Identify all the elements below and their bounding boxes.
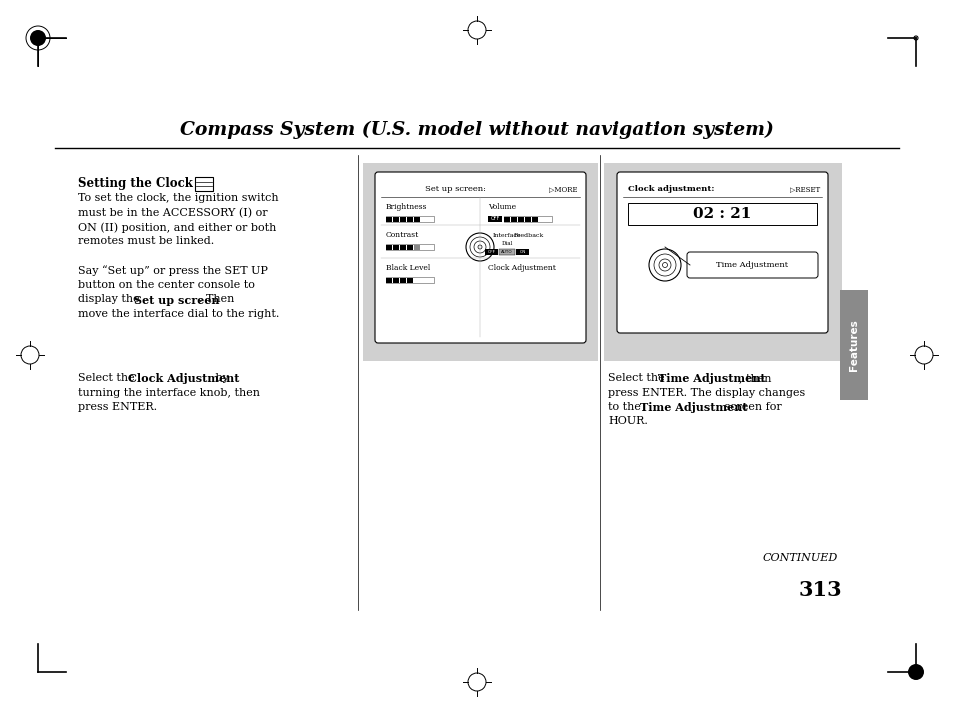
Text: 313: 313 <box>798 580 841 600</box>
Bar <box>414 244 419 249</box>
Bar <box>414 217 419 222</box>
Text: 02 : 21: 02 : 21 <box>692 207 750 221</box>
Circle shape <box>477 245 481 249</box>
Bar <box>393 217 398 222</box>
Circle shape <box>659 259 670 271</box>
FancyBboxPatch shape <box>686 252 817 278</box>
Bar <box>603 163 841 361</box>
Text: OFF: OFF <box>487 250 495 254</box>
Text: Time Adjustment: Time Adjustment <box>639 402 747 413</box>
Bar <box>627 203 816 225</box>
Bar <box>516 249 529 255</box>
Circle shape <box>648 249 680 281</box>
Bar <box>393 278 398 283</box>
Text: Compass System (U.S. model without navigation system): Compass System (U.S. model without navig… <box>180 121 773 139</box>
Text: Set up screen:: Set up screen: <box>425 185 486 193</box>
Bar <box>517 217 523 222</box>
Text: by: by <box>212 373 229 383</box>
Bar <box>503 216 552 222</box>
Text: Select the: Select the <box>607 373 667 383</box>
Bar <box>484 249 497 255</box>
Text: move the interface dial to the right.: move the interface dial to the right. <box>78 309 279 319</box>
Text: turning the interface knob, then: turning the interface knob, then <box>78 388 260 398</box>
Text: press ENTER.: press ENTER. <box>78 402 157 412</box>
Bar <box>386 277 434 283</box>
Circle shape <box>474 241 485 253</box>
Bar <box>488 216 501 222</box>
Bar <box>407 278 413 283</box>
Circle shape <box>30 30 46 46</box>
Text: OFF: OFF <box>490 217 499 222</box>
Bar <box>399 278 406 283</box>
Text: ON: ON <box>518 250 525 254</box>
Text: must be in the ACCESSORY (I) or: must be in the ACCESSORY (I) or <box>78 207 268 218</box>
Bar <box>386 244 392 249</box>
Bar <box>399 244 406 249</box>
Text: Time Adjustment: Time Adjustment <box>658 373 764 384</box>
Bar <box>386 244 434 250</box>
Bar <box>503 217 510 222</box>
Circle shape <box>654 254 676 276</box>
Text: HOUR.: HOUR. <box>607 417 647 427</box>
Text: button on the center console to: button on the center console to <box>78 280 254 290</box>
Text: Interface: Interface <box>492 233 520 238</box>
Text: ON (II) position, and either or both: ON (II) position, and either or both <box>78 222 276 233</box>
Circle shape <box>470 237 490 257</box>
Bar <box>363 163 598 361</box>
Bar <box>386 216 434 222</box>
Text: Say “Set up” or press the SET UP: Say “Set up” or press the SET UP <box>78 266 268 276</box>
Text: screen for: screen for <box>720 402 781 412</box>
Text: Brightness: Brightness <box>386 203 427 211</box>
Bar <box>407 217 413 222</box>
Bar <box>393 244 398 249</box>
Bar <box>399 217 406 222</box>
Text: Select the: Select the <box>78 373 138 383</box>
Text: CONTINUED: CONTINUED <box>761 553 837 563</box>
Bar <box>386 278 392 283</box>
Text: Setting the Clock: Setting the Clock <box>78 177 193 190</box>
Text: ▷MORE: ▷MORE <box>549 185 578 193</box>
Text: display the: display the <box>78 295 143 305</box>
Circle shape <box>661 263 667 268</box>
Circle shape <box>465 233 494 261</box>
Bar <box>511 217 517 222</box>
Text: Contrast: Contrast <box>386 231 418 239</box>
Text: Clock Adjustment: Clock Adjustment <box>488 264 556 272</box>
FancyBboxPatch shape <box>617 172 827 333</box>
Circle shape <box>907 664 923 680</box>
Text: AUTO: AUTO <box>500 250 513 254</box>
Text: Set up screen: Set up screen <box>133 295 219 305</box>
Text: Features: Features <box>848 319 858 371</box>
Bar <box>840 290 867 400</box>
Text: press ENTER. The display changes: press ENTER. The display changes <box>607 388 804 398</box>
Bar <box>386 217 392 222</box>
Bar <box>524 217 531 222</box>
Bar <box>407 244 413 249</box>
Text: remotes must be linked.: remotes must be linked. <box>78 236 214 246</box>
Text: Clock Adjustment: Clock Adjustment <box>128 373 239 384</box>
Text: to the: to the <box>607 402 643 412</box>
FancyBboxPatch shape <box>375 172 585 343</box>
Text: . Then: . Then <box>199 295 234 305</box>
Text: Dial: Dial <box>500 241 512 246</box>
Text: Clock adjustment:: Clock adjustment: <box>627 185 714 193</box>
Text: , then: , then <box>739 373 771 383</box>
Text: Time Adjustment: Time Adjustment <box>715 261 787 269</box>
Text: Black Level: Black Level <box>386 264 430 272</box>
Text: ▷RESET: ▷RESET <box>789 185 820 193</box>
Text: To set the clock, the ignition switch: To set the clock, the ignition switch <box>78 193 278 203</box>
Text: Feedback: Feedback <box>514 233 543 238</box>
Bar <box>498 249 515 255</box>
Bar <box>532 217 537 222</box>
Text: Volume: Volume <box>488 203 516 211</box>
